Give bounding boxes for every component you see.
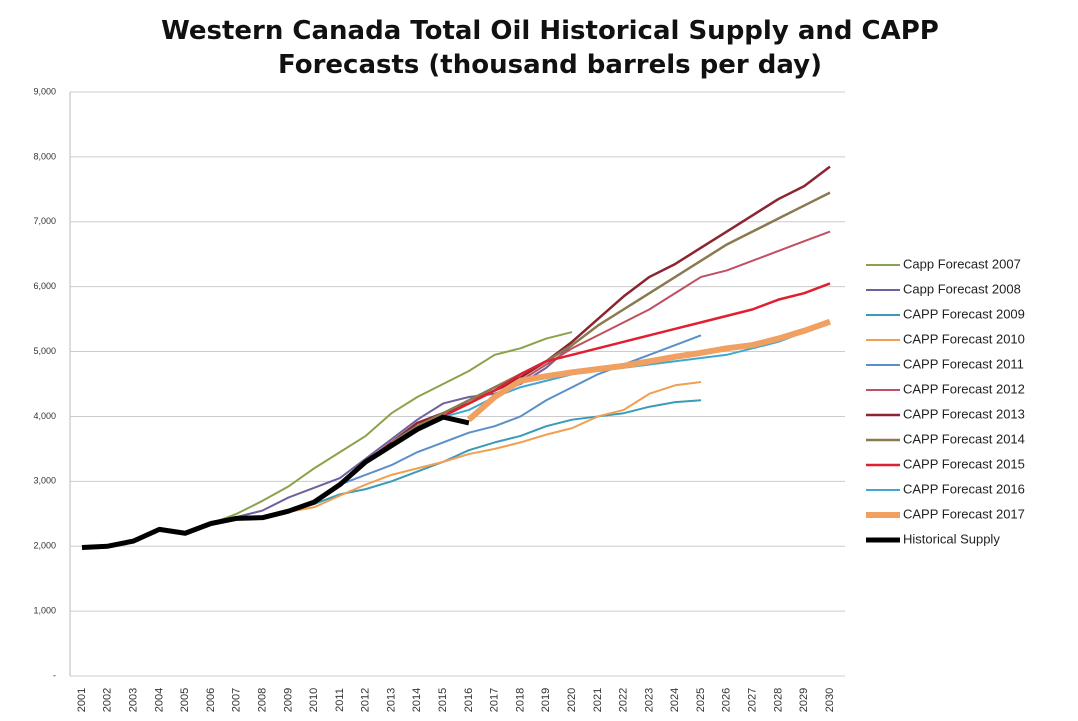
x-tick-label: 2007 <box>231 688 243 712</box>
series-line <box>81 414 470 551</box>
x-tick-label: 2022 <box>618 688 630 712</box>
x-tick-label: 2028 <box>772 688 784 712</box>
y-tick-label: 4,000 <box>33 411 56 421</box>
legend-label: CAPP Forecast 2014 <box>903 431 1025 446</box>
x-tick-label: 2012 <box>360 688 372 712</box>
x-tick-label: 2003 <box>127 688 139 712</box>
x-tick-label: 2025 <box>695 688 707 712</box>
x-tick-label: 2023 <box>643 688 655 712</box>
series-line <box>390 191 831 444</box>
legend-label: CAPP Forecast 2012 <box>903 381 1025 396</box>
x-tick-label: 2015 <box>437 688 449 712</box>
legend-label: Capp Forecast 2007 <box>903 256 1021 271</box>
chart-title: Western Canada Total Oil Historical Supp… <box>161 16 939 80</box>
legend-label: CAPP Forecast 2009 <box>903 306 1025 321</box>
y-tick-label: 5,000 <box>33 346 56 356</box>
legend-label: CAPP Forecast 2017 <box>903 506 1025 521</box>
x-tick-label: 2024 <box>669 688 681 712</box>
x-tick-label: 2006 <box>205 688 217 712</box>
legend-label: CAPP Forecast 2013 <box>903 406 1025 421</box>
legend-label: CAPP Forecast 2010 <box>903 331 1025 346</box>
legend-label: CAPP Forecast 2011 <box>903 356 1024 371</box>
x-tick-label: 2018 <box>514 688 526 712</box>
legend-label: CAPP Forecast 2015 <box>903 456 1025 471</box>
y-tick-label: 6,000 <box>33 281 56 291</box>
y-tick-label: 2,000 <box>33 541 56 551</box>
y-tick-label: 9,000 <box>33 86 56 96</box>
series-line <box>339 230 831 486</box>
y-tick-label: 7,000 <box>33 216 56 226</box>
x-tick-label: 2004 <box>153 688 165 712</box>
series-line <box>288 381 702 513</box>
x-tick-label: 2008 <box>256 688 268 712</box>
x-tick-label: 2020 <box>566 688 578 712</box>
x-tick-label: 2002 <box>102 688 114 712</box>
x-tick-label: 2026 <box>721 688 733 712</box>
series-line <box>236 344 573 518</box>
series-line <box>210 331 573 525</box>
x-tick-label: 2029 <box>798 688 810 712</box>
legend-label: CAPP Forecast 2016 <box>903 481 1025 496</box>
series-line <box>313 334 702 502</box>
x-tick-label: 2030 <box>824 688 836 712</box>
x-tick-label: 2014 <box>411 688 423 712</box>
y-tick-label: 3,000 <box>33 476 56 486</box>
x-tick-label: 2019 <box>540 688 552 712</box>
x-tick-label: 2010 <box>308 688 320 712</box>
x-tick-label: 2027 <box>747 688 759 712</box>
x-tick-label: 2009 <box>282 688 294 712</box>
series-line <box>262 399 702 518</box>
series-line <box>466 318 831 422</box>
x-tick-label: 2001 <box>76 688 88 712</box>
legend-label: Capp Forecast 2008 <box>903 281 1021 296</box>
x-tick-label: 2016 <box>463 688 475 712</box>
y-tick-label: 8,000 <box>33 151 56 161</box>
x-tick-label: 2013 <box>385 688 397 712</box>
x-tick-label: 2017 <box>489 688 501 712</box>
y-tick-label: 1,000 <box>33 605 56 615</box>
y-tick-label: - <box>53 670 56 680</box>
legend-label: Historical Supply <box>903 531 1000 546</box>
x-tick-label: 2021 <box>592 688 604 712</box>
x-tick-label: 2005 <box>179 688 191 712</box>
series-line <box>416 282 831 431</box>
x-tick-label: 2011 <box>334 688 346 712</box>
